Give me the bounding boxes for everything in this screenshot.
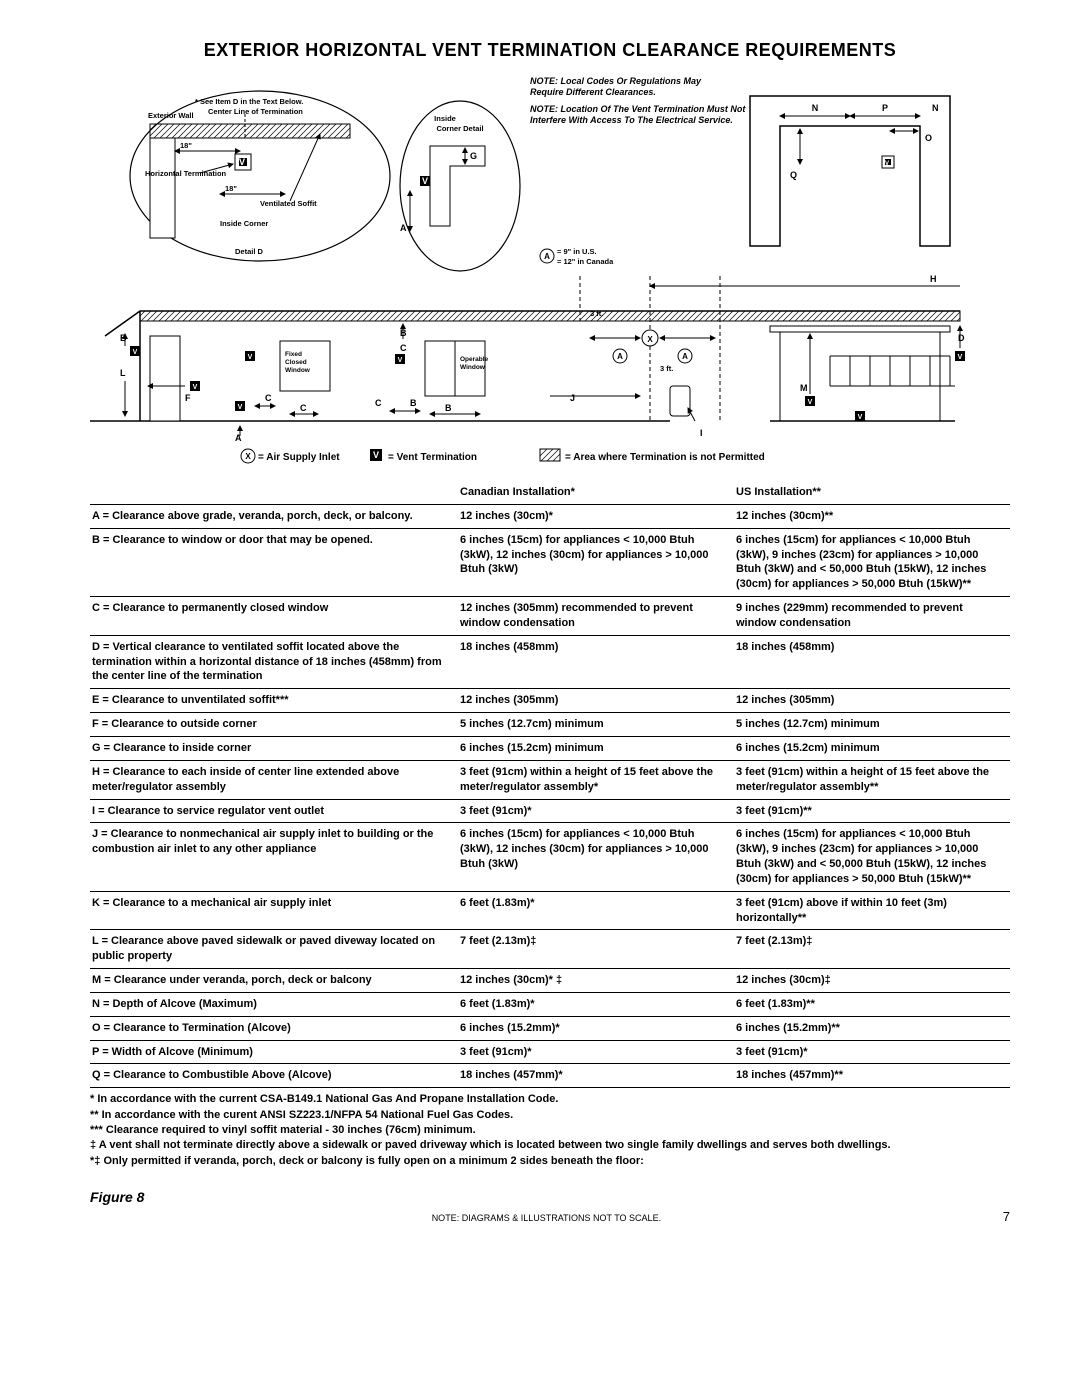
svg-text:Corner Detail: Corner Detail bbox=[436, 124, 483, 133]
table-row: A = Clearance above grade, veranda, porc… bbox=[90, 504, 1010, 528]
table-row: C = Clearance to permanently closed wind… bbox=[90, 597, 1010, 636]
svg-text:F: F bbox=[185, 393, 191, 403]
svg-text:Exterior Wall: Exterior Wall bbox=[148, 111, 194, 120]
svg-text:Closed: Closed bbox=[285, 359, 307, 366]
svg-text:Ventilated Soffit: Ventilated Soffit bbox=[260, 199, 317, 208]
svg-text:3 ft.: 3 ft. bbox=[590, 309, 603, 318]
table-row: O = Clearance to Termination (Alcove)6 i… bbox=[90, 1016, 1010, 1040]
col-canadian: Canadian Installation* bbox=[458, 481, 734, 504]
table-row: I = Clearance to service regulator vent … bbox=[90, 799, 1010, 823]
svg-text:V: V bbox=[422, 176, 428, 186]
svg-text:V: V bbox=[398, 357, 403, 364]
figure-label: Figure 8 bbox=[90, 1189, 1010, 1205]
svg-text:O: O bbox=[925, 133, 932, 143]
table-row: B = Clearance to window or door that may… bbox=[90, 528, 1010, 596]
svg-text:Q: Q bbox=[790, 170, 797, 180]
svg-text:P: P bbox=[882, 103, 888, 113]
svg-text:V: V bbox=[808, 399, 813, 406]
svg-text:C: C bbox=[300, 403, 307, 413]
technical-diagram: NOTE: Local Codes Or Regulations May Req… bbox=[90, 76, 1010, 471]
svg-text:V: V bbox=[885, 161, 889, 167]
svg-text:J: J bbox=[570, 393, 575, 403]
svg-text:Horizontal Termination: Horizontal Termination bbox=[145, 169, 227, 178]
svg-text:Detail D: Detail D bbox=[235, 247, 264, 256]
svg-text:A: A bbox=[682, 352, 688, 361]
table-row: L = Clearance above paved sidewalk or pa… bbox=[90, 930, 1010, 969]
svg-text:B: B bbox=[120, 333, 127, 343]
col-description bbox=[90, 481, 458, 504]
page-title: EXTERIOR HORIZONTAL VENT TERMINATION CLE… bbox=[90, 40, 1010, 61]
svg-text:= Area where Termination is no: = Area where Termination is not Permitte… bbox=[565, 452, 765, 463]
table-row: G = Clearance to inside corner6 inches (… bbox=[90, 736, 1010, 760]
svg-text:I: I bbox=[700, 428, 703, 438]
svg-text:A: A bbox=[235, 433, 242, 443]
table-row: N = Depth of Alcove (Maximum)6 feet (1.8… bbox=[90, 992, 1010, 1016]
svg-text:N: N bbox=[932, 103, 939, 113]
svg-text:X: X bbox=[647, 335, 653, 344]
svg-text:= Vent Termination: = Vent Termination bbox=[388, 452, 477, 463]
svg-text:V: V bbox=[133, 349, 138, 356]
table-row: H = Clearance to each inside of center l… bbox=[90, 760, 1010, 799]
svg-text:Center Line of Termination: Center Line of Termination bbox=[208, 107, 303, 116]
svg-text:C: C bbox=[375, 398, 382, 408]
svg-text:H: H bbox=[930, 274, 937, 284]
svg-text:= 12" in Canada: = 12" in Canada bbox=[557, 257, 614, 266]
svg-text:18": 18" bbox=[180, 141, 192, 150]
table-row: M = Clearance under veranda, porch, deck… bbox=[90, 969, 1010, 993]
svg-text:G: G bbox=[470, 151, 477, 161]
svg-text:Inside: Inside bbox=[434, 114, 456, 123]
svg-text:A: A bbox=[544, 252, 550, 261]
svg-text:3 ft.: 3 ft. bbox=[660, 364, 673, 373]
svg-text:A: A bbox=[617, 352, 623, 361]
scale-note: NOTE: DIAGRAMS & ILLUSTRATIONS NOT TO SC… bbox=[90, 1213, 1003, 1223]
svg-text:V: V bbox=[238, 404, 243, 411]
svg-text:M: M bbox=[800, 383, 808, 393]
clearance-table: Canadian Installation* US Installation**… bbox=[90, 481, 1010, 1088]
page-number: 7 bbox=[1003, 1209, 1010, 1224]
svg-text:B: B bbox=[445, 403, 452, 413]
svg-text:C: C bbox=[400, 343, 407, 353]
svg-text:V: V bbox=[858, 414, 863, 421]
svg-text:V: V bbox=[958, 354, 963, 361]
table-row: J = Clearance to nonmechanical air suppl… bbox=[90, 823, 1010, 891]
table-row: D = Vertical clearance to ventilated sof… bbox=[90, 635, 1010, 689]
table-row: K = Clearance to a mechanical air supply… bbox=[90, 891, 1010, 930]
table-row: Q = Clearance to Combustible Above (Alco… bbox=[90, 1064, 1010, 1088]
col-us: US Installation** bbox=[734, 481, 1010, 504]
svg-text:D: D bbox=[958, 333, 965, 343]
svg-text:= Air Supply Inlet: = Air Supply Inlet bbox=[258, 452, 340, 463]
svg-text:Inside Corner: Inside Corner bbox=[220, 219, 268, 228]
svg-text:C: C bbox=[265, 393, 272, 403]
svg-text:Window: Window bbox=[285, 367, 311, 374]
svg-text:V: V bbox=[239, 157, 245, 167]
svg-text:B: B bbox=[410, 398, 417, 408]
svg-text:V: V bbox=[373, 450, 379, 460]
svg-text:V: V bbox=[248, 354, 253, 361]
svg-text:A: A bbox=[400, 223, 407, 233]
table-row: P = Width of Alcove (Minimum)3 feet (91c… bbox=[90, 1040, 1010, 1064]
svg-text:L: L bbox=[120, 368, 126, 378]
svg-text:N: N bbox=[812, 103, 819, 113]
svg-text:* See Item D in the Text Below: * See Item D in the Text Below. bbox=[195, 97, 303, 106]
table-row: F = Clearance to outside corner5 inches … bbox=[90, 713, 1010, 737]
table-row: E = Clearance to unventilated soffit***1… bbox=[90, 689, 1010, 713]
svg-text:= 9" in U.S.: = 9" in U.S. bbox=[557, 247, 597, 256]
footnotes: * In accordance with the current CSA-B14… bbox=[90, 1092, 1010, 1169]
svg-text:Operable: Operable bbox=[460, 356, 489, 363]
svg-text:X: X bbox=[245, 452, 251, 461]
diagram-svg: * See Item D in the Text Below. Exterior… bbox=[90, 76, 1010, 471]
svg-text:Window: Window bbox=[460, 364, 486, 371]
svg-text:V: V bbox=[193, 384, 198, 391]
svg-text:Fixed: Fixed bbox=[285, 351, 302, 358]
svg-text:18": 18" bbox=[225, 184, 237, 193]
